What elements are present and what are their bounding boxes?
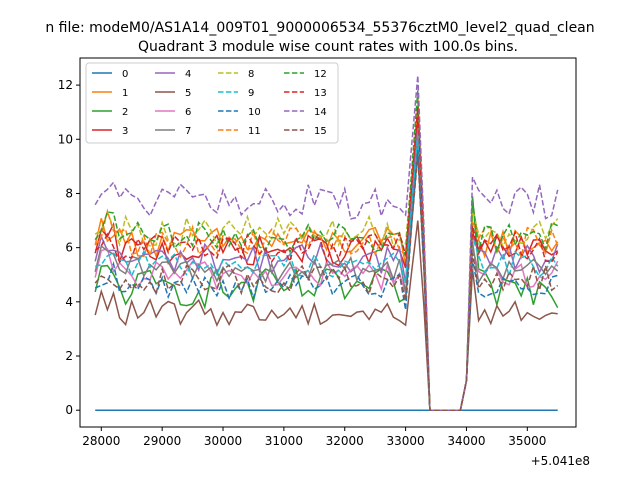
- x-tick-label: 28000: [82, 434, 120, 448]
- chart-title: Quadrant 3 module wise count rates with …: [138, 39, 518, 55]
- x-tick-label: 29000: [143, 434, 181, 448]
- series-line-13: [94, 106, 559, 411]
- series-line-12: [94, 90, 559, 411]
- x-axis: 28000 29000 30000 31000 32000 33000 34000 35000: [82, 427, 546, 448]
- legend-label-10: 10: [248, 107, 261, 118]
- legend-label-7: 7: [185, 126, 191, 137]
- y-tick-label: 12: [58, 78, 73, 92]
- x-tick-label: 32000: [326, 434, 364, 448]
- legend-label-14: 14: [314, 107, 327, 118]
- legend-label-1: 1: [122, 88, 128, 99]
- legend-frame: [85, 62, 339, 144]
- legend-label-5: 5: [185, 88, 191, 99]
- y-axis: 0 2 4 6 8 10 12: [58, 78, 80, 417]
- plot-lines: [94, 75, 559, 411]
- legend-label-4: 4: [185, 69, 191, 80]
- series-line-7: [94, 139, 559, 411]
- series-line-3: [94, 112, 559, 411]
- x-tick-label: 34000: [447, 434, 485, 448]
- y-tick-label: 6: [65, 241, 73, 255]
- x-tick-label: 33000: [387, 434, 425, 448]
- series-line-9: [95, 133, 559, 411]
- y-tick-label: 0: [65, 403, 73, 417]
- x-tick-label: 31000: [265, 434, 303, 448]
- figure-suptitle: n file: modeM0/AS1A14_009T01_9000006534_…: [45, 20, 594, 36]
- plot-frame: [79, 57, 577, 428]
- legend-label-13: 13: [314, 88, 327, 99]
- y-tick-label: 8: [65, 186, 73, 200]
- legend-label-9: 9: [248, 88, 254, 99]
- legend-label-11: 11: [248, 126, 261, 137]
- legend-label-15: 15: [314, 126, 327, 137]
- legend-label-12: 12: [314, 69, 327, 80]
- legend-label-3: 3: [122, 126, 128, 137]
- y-tick-label: 2: [65, 349, 73, 363]
- x-offset-label: +5.041e8: [531, 454, 590, 468]
- legend-label-2: 2: [122, 107, 128, 118]
- legend-label-6: 6: [185, 107, 191, 118]
- series-line-10: [94, 150, 558, 411]
- y-tick-label: 10: [58, 132, 73, 146]
- legend-label-8: 8: [248, 69, 254, 80]
- x-tick-label: 30000: [204, 434, 242, 448]
- series-line-15: [94, 155, 559, 411]
- legend-label-0: 0: [122, 69, 128, 80]
- y-tick-label: 4: [65, 295, 73, 309]
- series-line-5: [94, 220, 558, 411]
- x-tick-label: 35000: [508, 434, 546, 448]
- series-line-11: [94, 95, 559, 411]
